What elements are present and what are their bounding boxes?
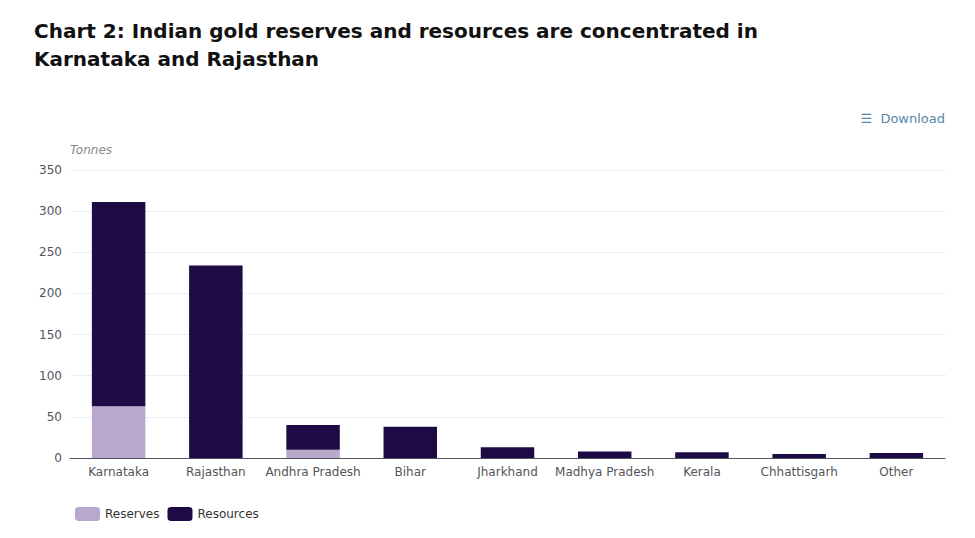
svg-text:Karnataka: Karnataka: [88, 465, 149, 479]
svg-text:200: 200: [39, 286, 62, 300]
svg-text:Andhra Pradesh: Andhra Pradesh: [265, 465, 360, 479]
svg-text:Rajasthan: Rajasthan: [186, 465, 246, 479]
svg-text:Jharkhand: Jharkhand: [476, 465, 538, 479]
svg-text:Resources: Resources: [197, 507, 258, 521]
svg-text:☰ Download: ☰ Download: [860, 111, 945, 126]
svg-text:100: 100: [39, 369, 62, 383]
svg-text:300: 300: [39, 204, 62, 218]
svg-text:150: 150: [39, 328, 62, 342]
svg-text:Kerala: Kerala: [683, 465, 721, 479]
svg-text:Reserves: Reserves: [105, 507, 160, 521]
svg-text:50: 50: [47, 410, 62, 424]
svg-text:Chart 2: Indian gold reserves: Chart 2: Indian gold reserves and resour…: [34, 19, 758, 43]
svg-text:Bihar: Bihar: [395, 465, 427, 479]
svg-text:Chhattisgarh: Chhattisgarh: [761, 465, 838, 479]
svg-text:Other: Other: [879, 465, 913, 479]
svg-text:Madhya Pradesh: Madhya Pradesh: [555, 465, 654, 479]
svg-text:Karnataka and Rajasthan: Karnataka and Rajasthan: [34, 47, 319, 71]
svg-text:Tonnes: Tonnes: [70, 143, 112, 157]
svg-text:250: 250: [39, 245, 62, 259]
svg-text:350: 350: [39, 163, 62, 177]
svg-text:0: 0: [54, 451, 62, 465]
